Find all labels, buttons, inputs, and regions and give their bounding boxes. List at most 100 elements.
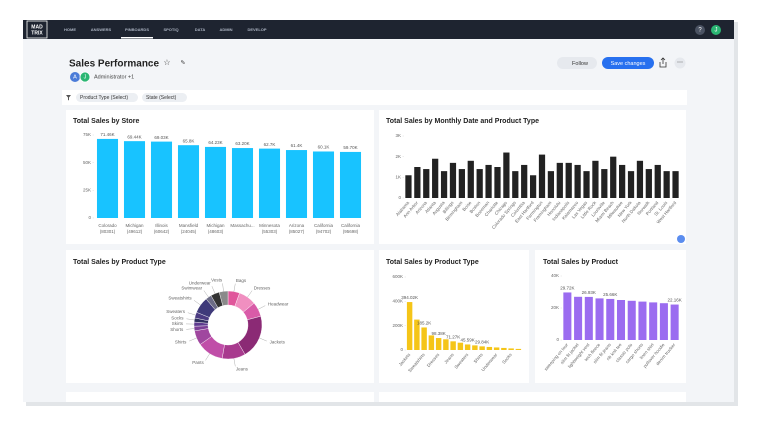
x-tick-label: Mansfield: [179, 223, 199, 228]
bar: [476, 169, 483, 198]
slice-label: Swimwear: [181, 285, 202, 290]
bar: [204, 146, 227, 218]
x-tick-label: (85027): [289, 229, 305, 234]
bar: [610, 156, 617, 198]
value-label: 71.46K: [100, 132, 114, 137]
bar: [627, 300, 636, 340]
chart-title: Total Sales by Store: [73, 118, 139, 125]
x-tick-label: California: [341, 223, 361, 228]
slice-label: Sweaters: [166, 309, 186, 314]
x-tick-label: (48603): [208, 229, 224, 234]
bar: [258, 148, 281, 218]
leader-line: [258, 305, 266, 310]
slice-label: Socks: [171, 316, 184, 321]
nav-item[interactable]: PINBOARDS: [125, 27, 149, 32]
help-button[interactable]: [695, 25, 705, 35]
chart-title: Total Sales by Monthly Date and Product …: [386, 118, 539, 125]
x-tick-label: (95698): [343, 229, 359, 234]
bar: [428, 335, 435, 350]
nav-item[interactable]: DEVELOP: [247, 27, 266, 32]
nav-item[interactable]: ADMIN: [219, 27, 232, 32]
bar: [556, 162, 563, 198]
x-tick-label: (80301): [100, 229, 116, 234]
bar: [503, 152, 510, 198]
bar: [663, 171, 670, 198]
leader-line: [233, 283, 236, 292]
value-label: 61.4K: [291, 143, 303, 148]
bar: [627, 171, 635, 198]
star-icon[interactable]: ☆: [163, 58, 170, 67]
leader-line: [205, 353, 210, 361]
filter-label: State (Select): [146, 95, 177, 101]
bar: [601, 169, 608, 198]
x-tick-label: Massachu...: [230, 223, 254, 228]
owner: Administrator +1: [94, 74, 134, 80]
avatar: [79, 71, 91, 83]
bar: [231, 148, 254, 218]
leader-line: [203, 290, 209, 298]
more-button[interactable]: [674, 57, 686, 69]
bar: [616, 300, 626, 340]
x-tick-label: (94702): [316, 229, 332, 234]
bar: [177, 145, 200, 218]
title-caret[interactable]: ▾: [150, 59, 153, 65]
bar: [450, 341, 456, 350]
bar: [670, 304, 679, 340]
slice-label: Pants: [192, 360, 204, 365]
x-tick-label: (60642): [154, 229, 170, 234]
y-tick-label: 0: [556, 337, 559, 342]
bar: [312, 151, 335, 218]
bar: [467, 160, 474, 198]
nav-item[interactable]: HOME: [64, 27, 76, 32]
edit-icon[interactable]: ✎: [180, 60, 185, 67]
slice-label: Headwear: [268, 301, 289, 306]
value-label: 98.38K: [431, 331, 445, 336]
save-button[interactable]: [602, 57, 654, 69]
bar: [493, 347, 500, 350]
bar: [96, 138, 119, 218]
avatar-initial: J: [84, 74, 87, 80]
bar: [339, 151, 362, 218]
value-label: 29.72K: [560, 286, 574, 291]
filter-chip[interactable]: [76, 93, 138, 102]
bar: [479, 346, 485, 350]
filter-chip[interactable]: [142, 93, 187, 102]
card: [66, 250, 374, 383]
bar: [458, 169, 465, 198]
bar: [501, 347, 507, 350]
value-label: 25.66K: [603, 292, 617, 297]
value-label: 63.20K: [235, 141, 249, 146]
y-tick-label: 0: [400, 347, 403, 352]
y-tick-label: 40K: [551, 273, 559, 278]
user-avatar[interactable]: [711, 25, 721, 35]
logo[interactable]: [26, 20, 48, 39]
bar: [583, 171, 590, 198]
leader-line: [186, 328, 195, 330]
nav-item[interactable]: DATA: [195, 27, 206, 32]
y-tick-label: 75K: [83, 132, 91, 137]
x-tick-label: Shirts: [473, 352, 485, 365]
leader-line: [189, 337, 197, 342]
leader-line: [193, 300, 201, 306]
bar: [574, 164, 581, 198]
page-title: Sales Performance: [69, 59, 159, 70]
charts: Total Sales by Store 0 25K 50K 75K 71.46K Colo…: [73, 118, 682, 373]
nav-item[interactable]: SPOTIQ: [163, 27, 178, 32]
follow-button[interactable]: [557, 57, 597, 69]
resize-handle[interactable]: [677, 235, 685, 243]
x-tick-label: Minnesota: [259, 223, 280, 228]
help-icon: ?: [698, 28, 702, 34]
filter-label: Product Type (Select): [80, 95, 128, 101]
bar: [592, 160, 599, 198]
bar: [638, 301, 647, 340]
bar: [485, 164, 492, 198]
y-tick-label: 400K: [392, 299, 403, 304]
value-label: 185.2K: [417, 321, 431, 326]
leader-line: [211, 286, 216, 294]
nav-item[interactable]: ANSWERS: [91, 27, 112, 32]
bar: [595, 298, 604, 340]
value-label: 62.7K: [264, 142, 276, 147]
bar: [406, 302, 413, 350]
nav-active: [121, 37, 153, 39]
y-tick-label: 0: [398, 195, 401, 200]
